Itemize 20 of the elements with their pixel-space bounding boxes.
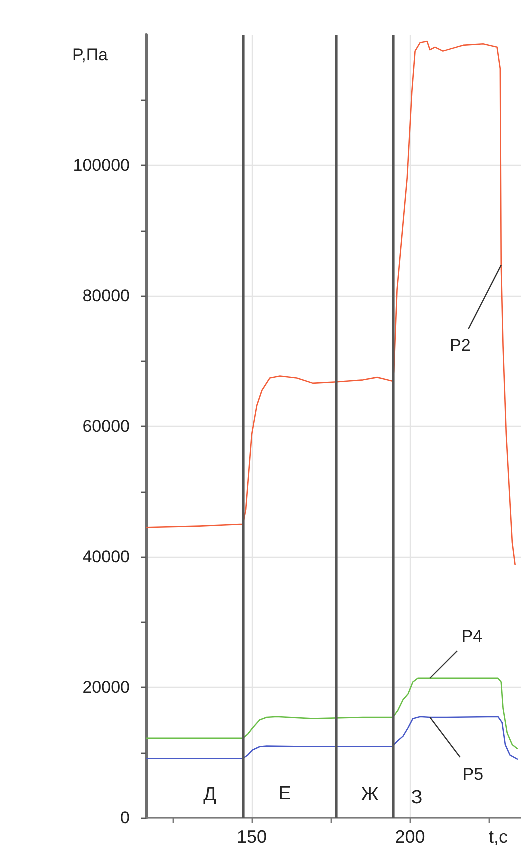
line-series: [146, 716, 518, 760]
y-tick-label: 100000: [73, 156, 130, 175]
x-tick-label: 200: [395, 827, 426, 847]
annotation: Е: [278, 784, 292, 804]
y-axis-title: P,Па: [72, 46, 109, 64]
y-tick-label: 40000: [82, 548, 130, 566]
line-series: [146, 40, 516, 566]
annotation: З: [411, 788, 423, 808]
y-tick-label: 0: [120, 808, 130, 828]
annotation: Д: [204, 784, 217, 806]
x-axis-title: t,с: [489, 827, 508, 847]
line-series: [146, 678, 518, 750]
series-label: P4: [462, 626, 483, 646]
series-label: P5: [462, 765, 484, 784]
series-label: P2: [450, 336, 471, 355]
annotation: Ж: [361, 784, 380, 806]
y-tick-label: 80000: [82, 286, 130, 306]
y-tick-label: 60000: [82, 417, 130, 436]
y-tick-label: 20000: [82, 678, 130, 697]
x-tick-label: 150: [236, 827, 268, 847]
